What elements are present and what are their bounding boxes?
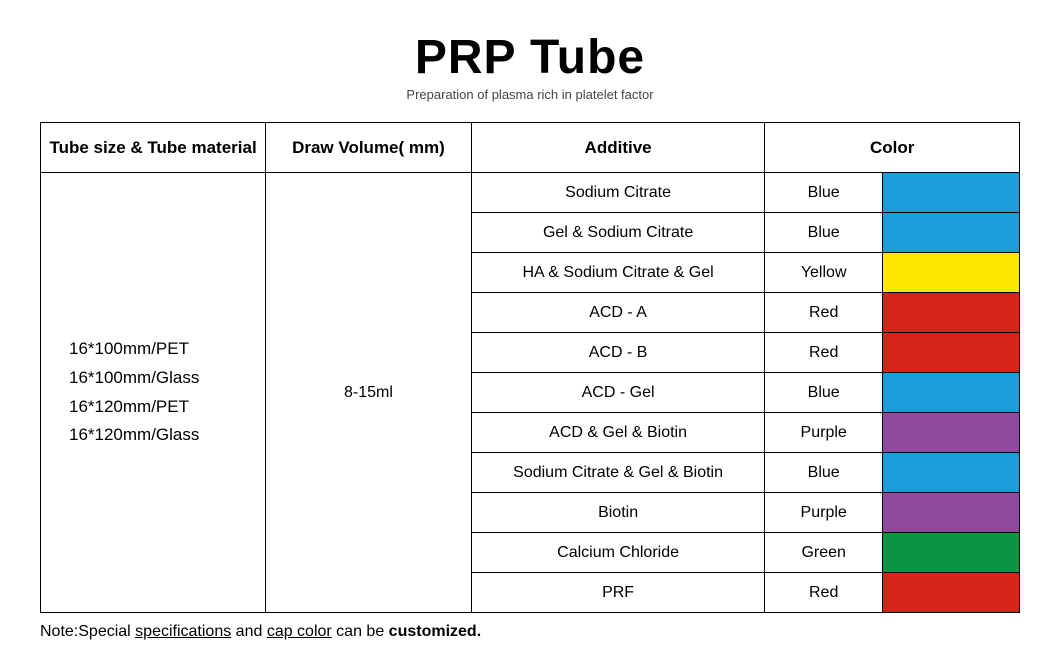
note-customized: customized. [389,623,481,640]
color-swatch-cell [882,333,1019,373]
color-swatch-cell [882,173,1019,213]
color-swatch-cell [882,413,1019,453]
color-name-cell: Red [765,293,882,333]
color-name-cell: Red [765,333,882,373]
color-swatch-cell [882,573,1019,613]
color-name-cell: Blue [765,213,882,253]
tube-sizes-cell: 16*100mm/PET16*100mm/Glass16*120mm/PET16… [41,173,266,613]
color-swatch-cell [882,253,1019,293]
tube-size-item: 16*100mm/Glass [69,364,265,393]
color-name-cell: Blue [765,373,882,413]
additive-cell: PRF [471,573,765,613]
note-cap-color: cap color [267,623,332,640]
additive-cell: Calcium Chloride [471,533,765,573]
prp-tube-table: Tube size & Tube material Draw Volume( m… [40,122,1020,613]
color-swatch-cell [882,453,1019,493]
color-swatch-cell [882,293,1019,333]
color-swatch-cell [882,493,1019,533]
additive-cell: Biotin [471,493,765,533]
color-name-cell: Blue [765,453,882,493]
note-mid2: can be [332,623,389,640]
color-swatch-cell [882,373,1019,413]
additive-cell: ACD - A [471,293,765,333]
color-name-cell: Blue [765,173,882,213]
note-specifications: specifications [135,623,231,640]
note: Note:Special specifications and cap colo… [40,623,1020,641]
tube-size-item: 16*120mm/PET [69,393,265,422]
tube-size-item: 16*120mm/Glass [69,421,265,450]
additive-cell: HA & Sodium Citrate & Gel [471,253,765,293]
color-name-cell: Red [765,573,882,613]
header-size: Tube size & Tube material [41,123,266,173]
additive-cell: ACD - Gel [471,373,765,413]
additive-cell: ACD & Gel & Biotin [471,413,765,453]
draw-volume-cell: 8-15ml [266,173,472,613]
additive-cell: Sodium Citrate & Gel & Biotin [471,453,765,493]
color-name-cell: Yellow [765,253,882,293]
color-name-cell: Green [765,533,882,573]
color-swatch-cell [882,533,1019,573]
additive-cell: Gel & Sodium Citrate [471,213,765,253]
page-subtitle: Preparation of plasma rich in platelet f… [40,87,1020,102]
color-swatch-cell [882,213,1019,253]
additive-cell: ACD - B [471,333,765,373]
note-mid1: and [231,623,267,640]
tube-size-item: 16*100mm/PET [69,335,265,364]
note-prefix: Note:Special [40,623,135,640]
table-header-row: Tube size & Tube material Draw Volume( m… [41,123,1020,173]
header-volume: Draw Volume( mm) [266,123,472,173]
header-additive: Additive [471,123,765,173]
page-title: PRP Tube [40,30,1020,85]
table-row: 16*100mm/PET16*100mm/Glass16*120mm/PET16… [41,173,1020,213]
color-name-cell: Purple [765,413,882,453]
color-name-cell: Purple [765,493,882,533]
header-color: Color [765,123,1020,173]
additive-cell: Sodium Citrate [471,173,765,213]
